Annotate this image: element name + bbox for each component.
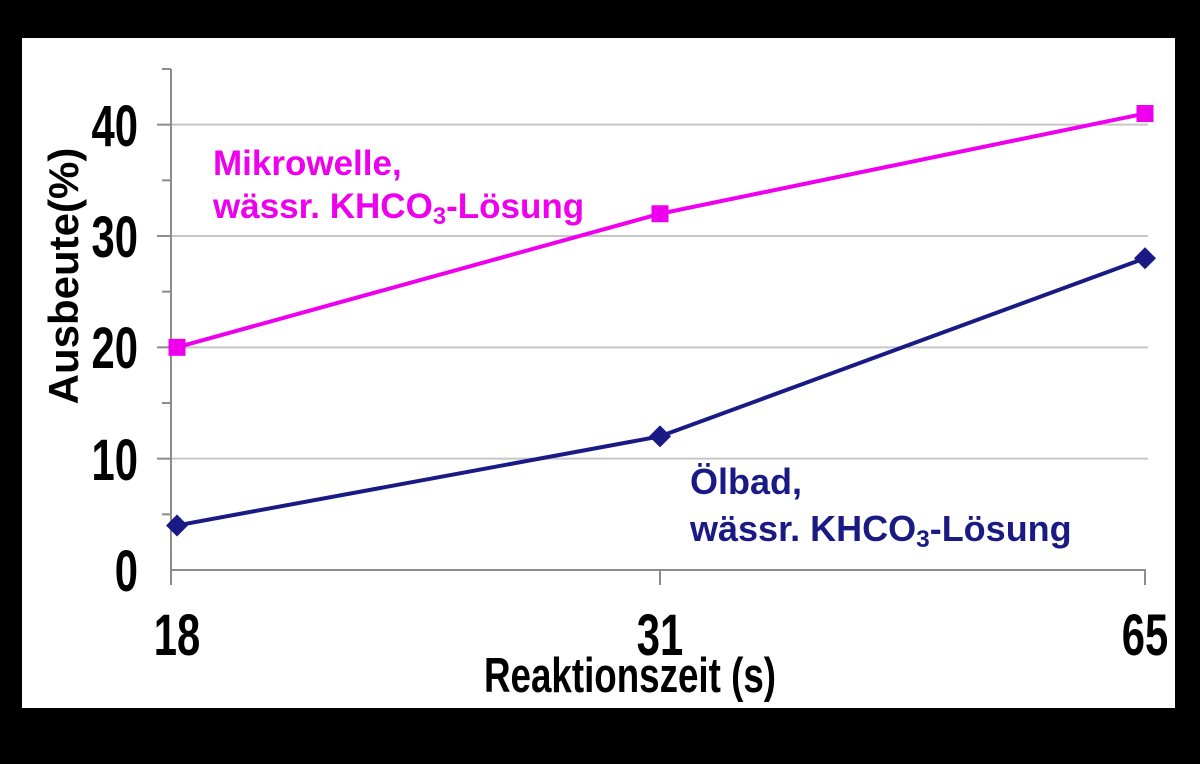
y-tick-label-20: 20 <box>91 316 138 382</box>
y-tick-label-0: 0 <box>114 539 138 604</box>
plot-svg <box>157 68 1156 585</box>
x-axis-title: Reaktionszeit (s) <box>483 649 777 703</box>
series-label-text: wässr. KHCO <box>213 187 433 226</box>
series-label-text: Ölbad, <box>690 461 803 502</box>
x-tick-label-65: 65 <box>1121 603 1169 668</box>
y-tick-label-40: 40 <box>91 93 138 159</box>
y-tick-label-30: 30 <box>91 205 138 270</box>
series-1-marker-diamond-0 <box>166 514 188 537</box>
x-tick-label-18: 18 <box>153 603 201 668</box>
chart-area: Ausbeute(%) Reaktionszeit (s) Mikrowelle… <box>22 38 1175 708</box>
series-label-text: wässr. KHCO <box>690 508 917 549</box>
series-1-marker-diamond-1 <box>649 425 671 448</box>
subscript-3: 3 <box>432 202 447 230</box>
series-label-text: -Lösung <box>929 508 1072 549</box>
series-0-marker-square-0 <box>168 338 186 356</box>
series-label-text: -Lösung <box>446 187 585 226</box>
series-label-oelbad: Ölbad, wässr. KHCO3-Lösung <box>690 458 1072 557</box>
series-label-mikrowelle-line2: wässr. KHCO3-Lösung <box>213 185 584 232</box>
series-1-marker-diamond-2 <box>1134 247 1156 270</box>
x-tick-label-31: 31 <box>636 603 684 668</box>
series-label-mikrowelle-line1: Mikrowelle, <box>213 142 584 185</box>
series-label-mikrowelle: Mikrowelle, wässr. KHCO3-Lösung <box>213 142 584 232</box>
series-label-text: Mikrowelle, <box>213 144 402 183</box>
y-tick-label-10: 10 <box>91 427 138 493</box>
series-0-marker-square-2 <box>1136 105 1154 123</box>
series-0-marker-square-1 <box>651 205 669 223</box>
subscript-3: 3 <box>916 526 930 554</box>
series-label-oelbad-line1: Ölbad, <box>690 458 1072 505</box>
series-label-oelbad-line2: wässr. KHCO3-Lösung <box>690 505 1072 557</box>
